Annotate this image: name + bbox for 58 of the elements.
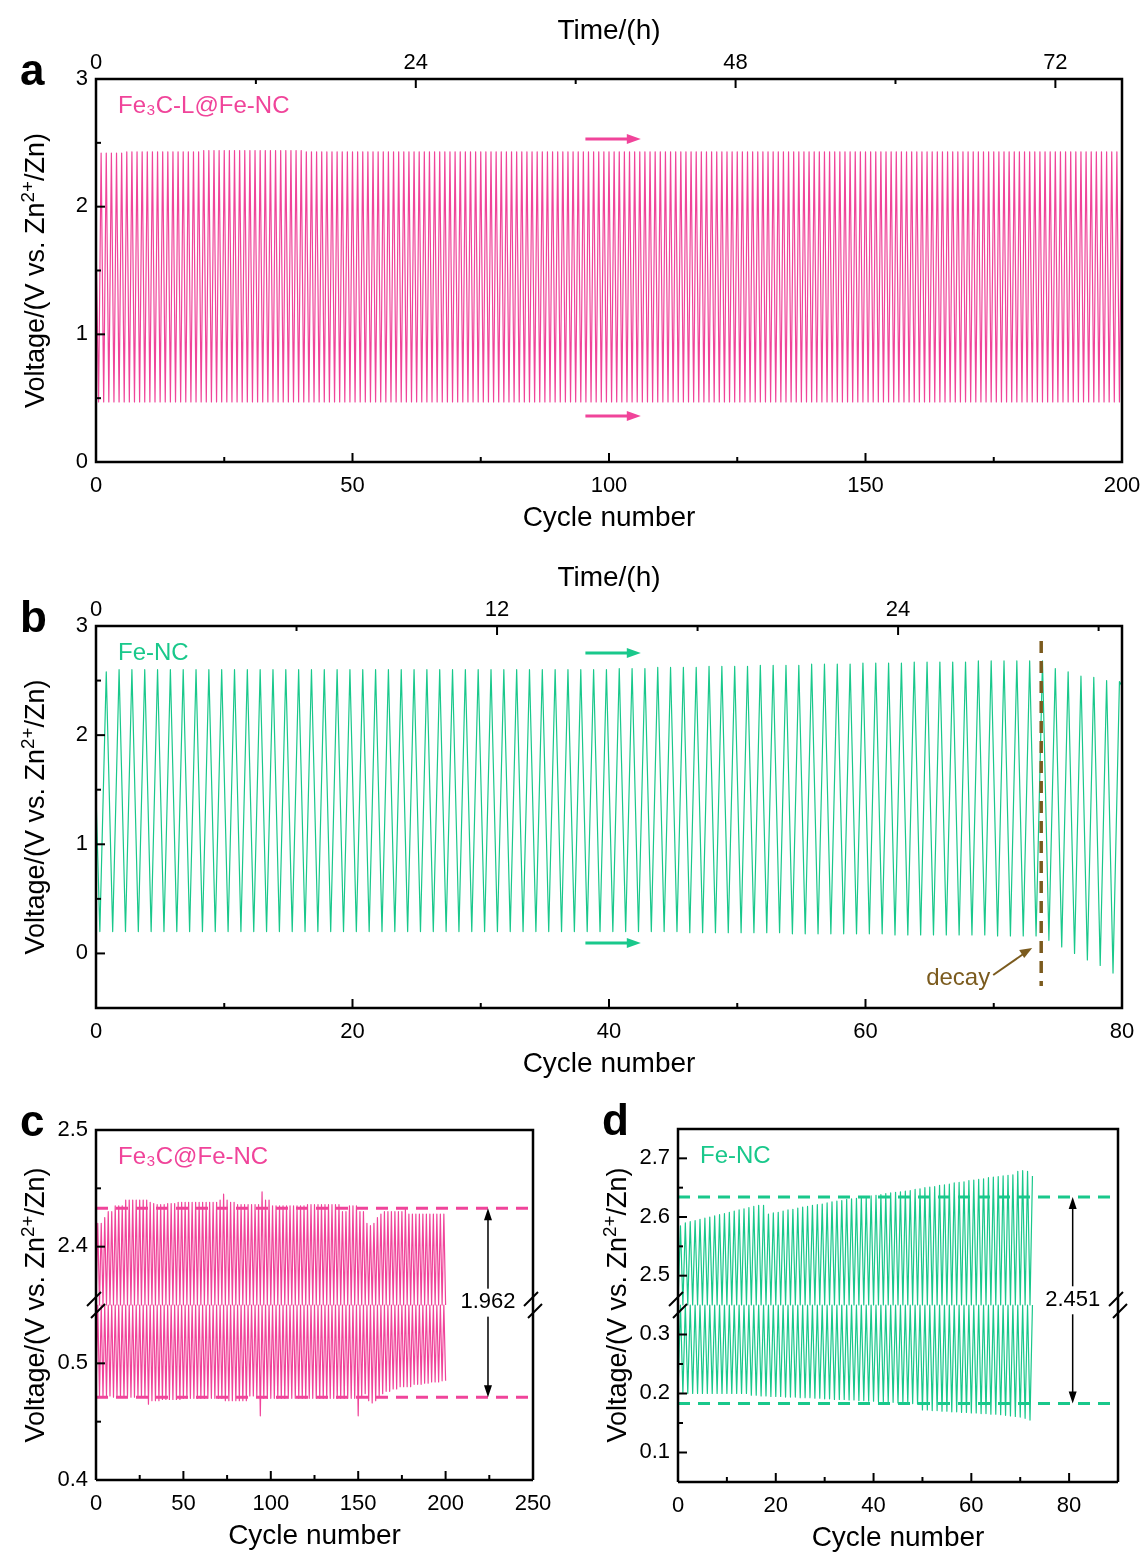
x-tick-label: 20	[763, 1492, 789, 1517]
line-series	[95, 149, 1123, 403]
chart-title: b	[20, 592, 47, 641]
y-tick-label: 0.1	[639, 1438, 670, 1464]
y-tick-label: 2.4	[57, 1232, 88, 1258]
chart-title: d	[602, 1095, 629, 1144]
chart-title: a	[20, 45, 45, 94]
x2-tick-label: 48	[723, 49, 748, 74]
y-tick-label: 1	[75, 830, 88, 856]
series-label: Fe₃C-L@Fe-NC	[118, 91, 290, 118]
x-tick-label: 80	[1056, 1492, 1082, 1517]
series-label: Fe-NC	[118, 638, 189, 665]
x-tick-label: 50	[171, 1490, 196, 1515]
x-axis-title: Cycle number	[522, 501, 696, 532]
y-tick-label: 2	[75, 720, 88, 746]
y-tick-label: 2.5	[639, 1261, 670, 1287]
series-label: Fe₃C@Fe-NC	[118, 1142, 269, 1169]
chart-title: c	[20, 1096, 45, 1145]
x-tick-label: 150	[847, 472, 884, 497]
y-tick-label: 0.2	[639, 1379, 670, 1405]
x-tick-label: 200	[427, 1490, 464, 1515]
x-axis-title: Cycle number	[522, 1047, 696, 1078]
annotation: 1.962	[460, 1288, 516, 1314]
y-tick-label: 0.5	[57, 1349, 88, 1375]
series-label: Fe-NC	[700, 1141, 771, 1168]
y-tick-label: 2	[75, 192, 88, 218]
y-tick-label: 0	[75, 447, 88, 473]
x-tick-label: 100	[590, 472, 628, 497]
y-tick-label: 0.4	[57, 1465, 88, 1491]
x-tick-label: 40	[861, 1492, 886, 1517]
x-axis-title: Cycle number	[228, 1519, 401, 1550]
x-tick-label: 50	[340, 472, 365, 497]
y-tick-label: 2.7	[639, 1144, 670, 1170]
x-tick-label: 100	[252, 1490, 290, 1515]
x-tick-label: 20	[340, 1018, 365, 1043]
x-tick-label: 60	[853, 1018, 878, 1043]
x-tick-label: 80	[1109, 1018, 1135, 1043]
y-tick-label: 2.6	[639, 1202, 670, 1228]
x2-tick-label: 72	[1043, 49, 1068, 74]
annotation: decay	[926, 963, 991, 990]
x2-tick-label: 24	[885, 596, 911, 621]
x-axis-title: Cycle number	[811, 1521, 985, 1552]
y-tick-label: 2.5	[57, 1115, 88, 1141]
y-tick-label: 3	[75, 64, 88, 90]
x-tick-label: 200	[1103, 472, 1141, 497]
x2-tick-label: 24	[403, 49, 429, 74]
x-tick-label: 60	[959, 1492, 984, 1517]
x2-tick-label: 12	[484, 596, 510, 621]
annotation: 2.451	[1045, 1286, 1101, 1312]
x-tick-label: 150	[339, 1490, 377, 1515]
y-tick-label: 0.3	[639, 1320, 670, 1346]
x2-axis-title: Time/(h)	[557, 14, 661, 45]
x-tick-label: 40	[596, 1018, 622, 1043]
x-tick-label: 250	[514, 1490, 552, 1515]
y-tick-label: 0	[75, 939, 88, 965]
y-tick-label: 1	[75, 320, 88, 346]
y-tick-label: 3	[75, 611, 88, 637]
x2-axis-title: Time/(h)	[557, 561, 661, 592]
